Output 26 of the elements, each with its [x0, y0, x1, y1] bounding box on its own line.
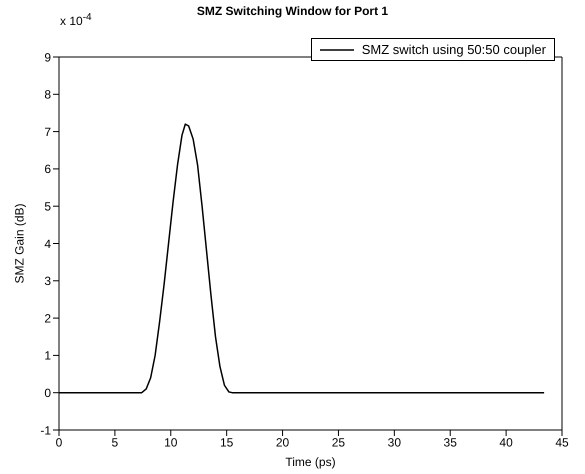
y-tick-label: 8	[44, 88, 52, 102]
x-tick-label: 5	[112, 436, 119, 450]
x-tick-label: 20	[276, 436, 290, 450]
y-tick-label: 2	[44, 311, 52, 326]
y-tick-label: 5	[44, 199, 52, 214]
x-tick-label: 30	[388, 436, 402, 450]
y-tick-label: 6	[44, 162, 52, 176]
x-axis-title: Time (ps)	[285, 455, 336, 469]
x-tick-label: 40	[499, 436, 514, 450]
y-tick-label: -1	[40, 423, 52, 438]
x-tick-label: 0	[56, 436, 63, 450]
y-axis-title: SMZ Gain (dB)	[12, 203, 26, 284]
legend-label: SMZ switch using 50:50 coupler	[362, 42, 546, 57]
y-tick-label: 3	[44, 274, 52, 288]
chart-title: SMZ Switching Window for Port 1	[196, 4, 388, 18]
x-tick-label: 35	[444, 436, 458, 450]
y-tick-label: 1	[44, 348, 52, 363]
y-tick-label: 9	[44, 50, 52, 64]
y-tick-label: 0	[44, 386, 52, 400]
y-tick-label: 4	[44, 236, 52, 251]
x-tick-label: 45	[555, 436, 569, 450]
x-tick-label: 25	[332, 436, 346, 450]
y-tick-label: 7	[44, 124, 52, 139]
x-tick-label: 15	[220, 436, 234, 450]
x-tick-label: 10	[164, 436, 178, 450]
text: x 10$^{-4}$	[60, 12, 92, 28]
